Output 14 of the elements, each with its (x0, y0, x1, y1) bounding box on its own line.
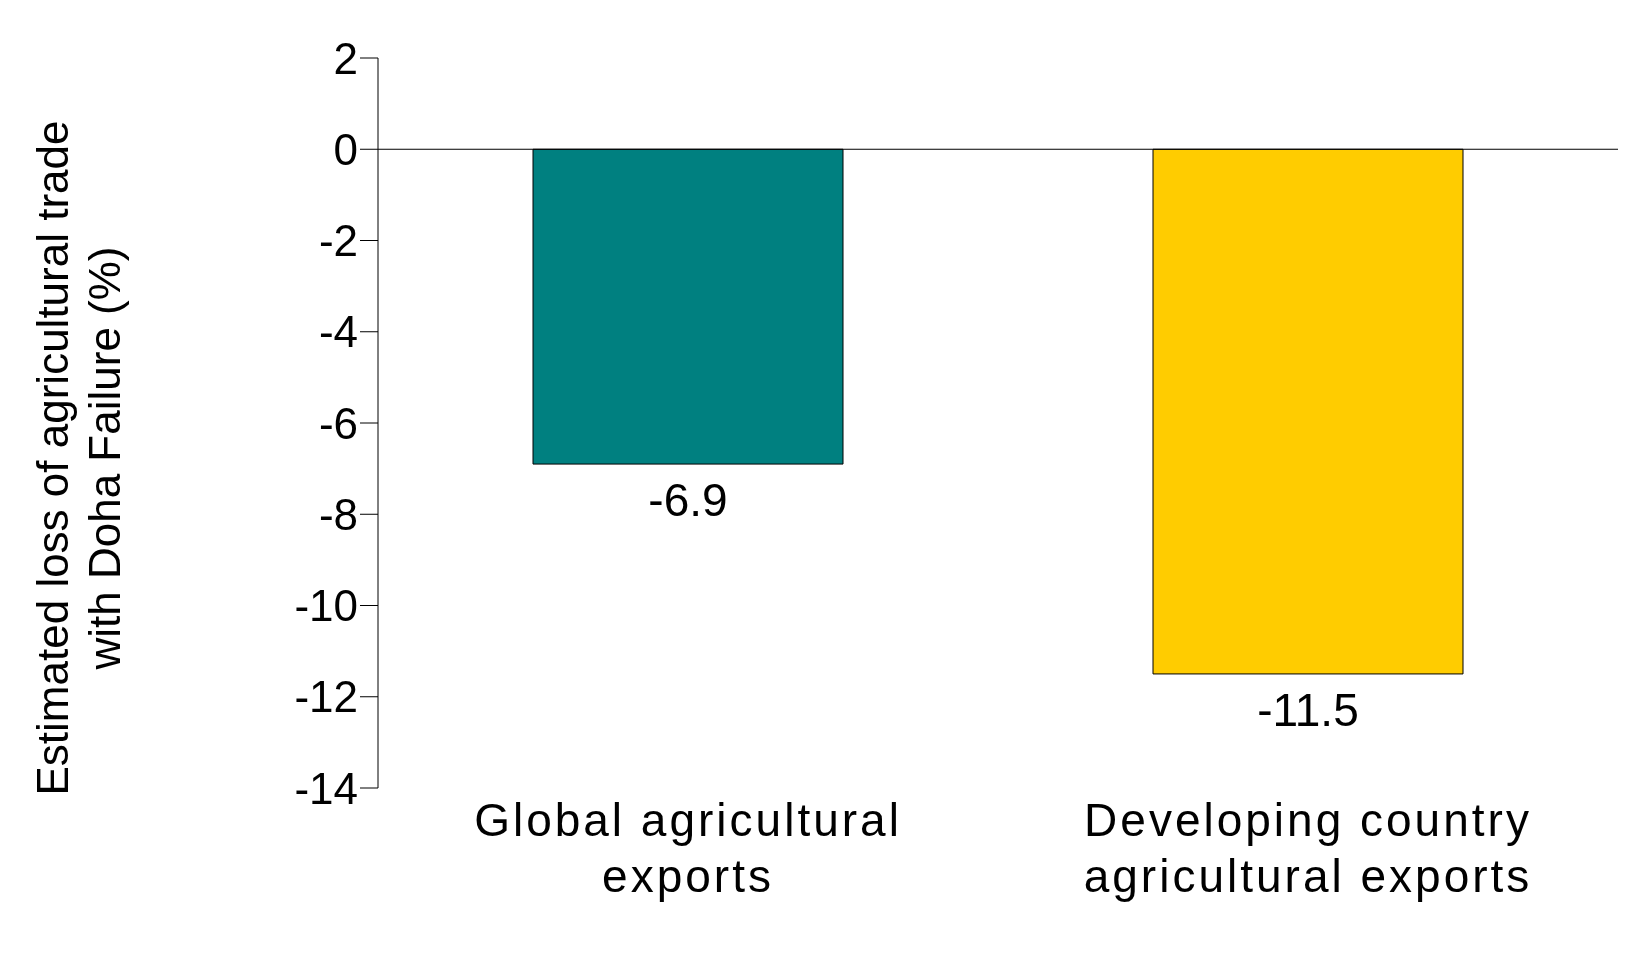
y-tick-label: -8 (318, 489, 358, 539)
data-label: -11.5 (1257, 683, 1359, 736)
y-tick-label: -10 (294, 581, 358, 631)
y-tick-label: 2 (333, 33, 358, 83)
y-tick-label: -4 (318, 307, 358, 357)
data-label: -6.9 (648, 474, 728, 527)
y-tick-label: -6 (318, 398, 358, 448)
x-tick-label: Developing country agricultural exports (1083, 794, 1533, 902)
y-tick-label: -2 (318, 216, 358, 266)
y-tick-label: -14 (294, 763, 358, 813)
y-tick-label: -12 (294, 672, 358, 722)
y-tick-label: 0 (333, 124, 358, 174)
x-tick-label: Global agricultural exports (474, 794, 902, 902)
y-axis-title: Estimated loss of agricultural trade with Doha Failure (%) (28, 120, 129, 796)
